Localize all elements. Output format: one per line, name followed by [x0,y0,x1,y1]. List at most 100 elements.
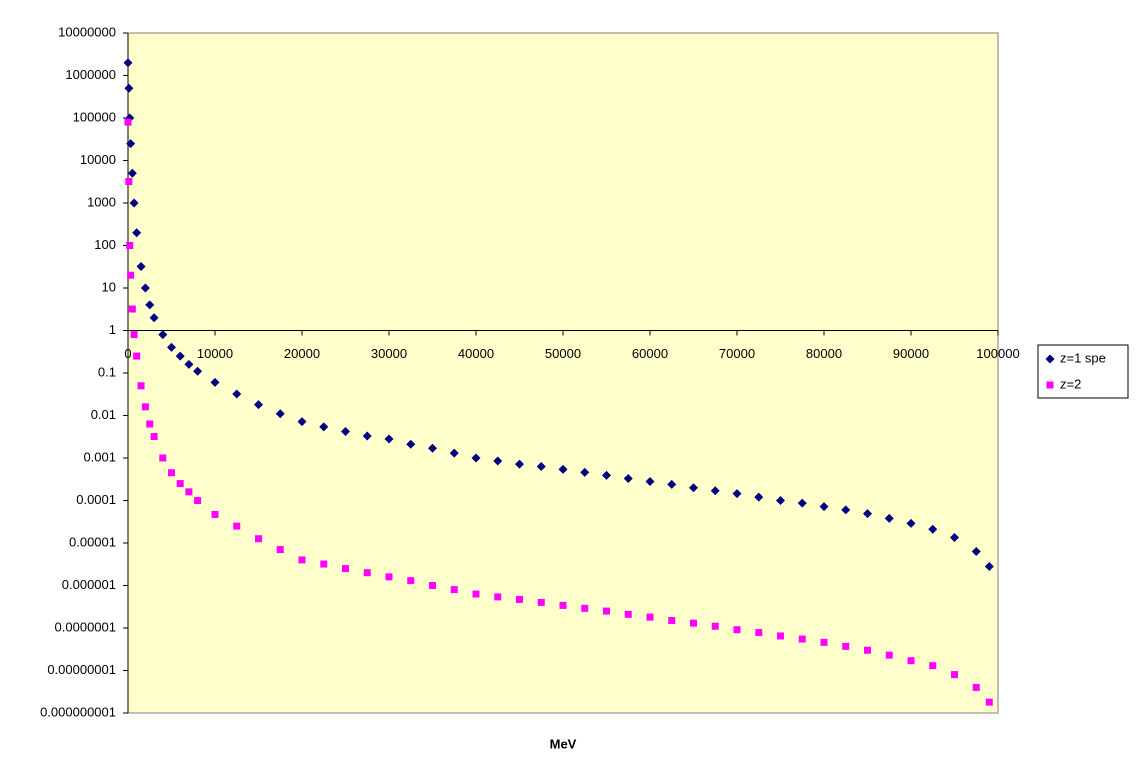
data-point [125,178,133,186]
data-point [450,586,458,594]
data-point [149,313,159,323]
legend-label: z=2 [1060,376,1081,391]
data-point [906,518,916,528]
data-point [132,228,142,238]
data-point [711,622,719,630]
data-point [127,271,135,279]
data-point [194,497,202,504]
y-tick-label: 10000 [80,152,116,167]
y-tick-label: 10 [102,279,116,294]
legend-marker [1046,381,1054,389]
data-point [516,595,523,603]
x-tick-label: 40000 [458,346,494,361]
data-point [494,593,502,601]
data-point [884,513,894,523]
x-tick-label: 60000 [632,346,668,361]
data-point [885,651,893,659]
data-point [133,352,141,360]
data-point [624,610,632,618]
data-point [176,480,184,488]
data-point [928,524,938,534]
data-point [184,359,194,369]
data-point [754,492,764,502]
data-point [320,560,328,568]
y-tick-label: 1000 [87,194,116,209]
data-point [145,300,155,310]
y-tick-label: 10000000 [58,24,116,39]
x-tick-label: 90000 [893,346,929,361]
data-point [128,305,136,313]
data-point [819,502,829,512]
legend-label: z=1 spe [1060,350,1106,365]
legend [1037,344,1129,399]
x-axis-label: MeV [550,736,577,751]
data-point [319,422,329,432]
data-point [407,577,415,585]
data-point [602,470,611,480]
data-point [732,489,742,499]
data-point [536,462,546,472]
x-tick-label: 80000 [806,346,842,361]
y-tick-label: 1 [109,322,116,337]
data-point [493,456,503,466]
data-point [193,366,203,376]
data-point [233,522,241,530]
data-point [146,420,154,428]
data-point [471,453,481,463]
y-tick-label: 100 [94,237,116,252]
data-point [428,443,437,453]
data-point [559,601,567,609]
data-point [668,617,676,625]
data-point [406,439,416,449]
y-tick-label: 0.00000001 [47,662,116,677]
data-point [124,83,134,93]
data-point [140,283,150,293]
data-point [124,118,132,126]
data-point [863,509,872,519]
data-point [127,168,137,178]
data-point [985,698,993,706]
data-point [159,454,167,462]
data-point [298,556,306,564]
y-tick-label: 0.1 [98,364,116,379]
data-point [167,342,176,352]
data-point [907,657,915,665]
data-point [537,598,545,606]
data-point [341,427,350,437]
data-point [175,351,185,361]
data-point [710,486,720,496]
data-point [842,642,850,650]
data-point [126,139,136,149]
data-point [129,198,139,208]
data-point [984,561,994,571]
x-tick-label: 10000 [197,346,233,361]
data-point [255,535,262,543]
data-point [972,683,980,691]
data-point [254,400,263,410]
data-point [776,496,785,505]
x-tick-label: 20000 [284,346,320,361]
data-point [168,469,175,477]
data-point [362,431,372,441]
data-point [645,476,655,486]
data-point [276,546,284,554]
data-point [137,382,145,390]
plot-area [127,32,999,714]
x-tick-label: 0 [124,346,131,361]
y-tick-label: 0.0001 [76,492,116,507]
data-point [384,434,394,444]
data-point [971,547,981,557]
data-point [141,403,149,411]
data-point [820,638,828,646]
data-point [126,242,134,249]
data-point [150,433,158,441]
data-point [689,483,698,493]
data-point [158,330,168,340]
x-tick-label: 30000 [371,346,407,361]
data-point [733,626,741,634]
data-point [123,58,133,68]
data-point [646,613,654,621]
data-point [950,532,959,542]
data-point [864,646,871,654]
data-point [385,573,393,581]
